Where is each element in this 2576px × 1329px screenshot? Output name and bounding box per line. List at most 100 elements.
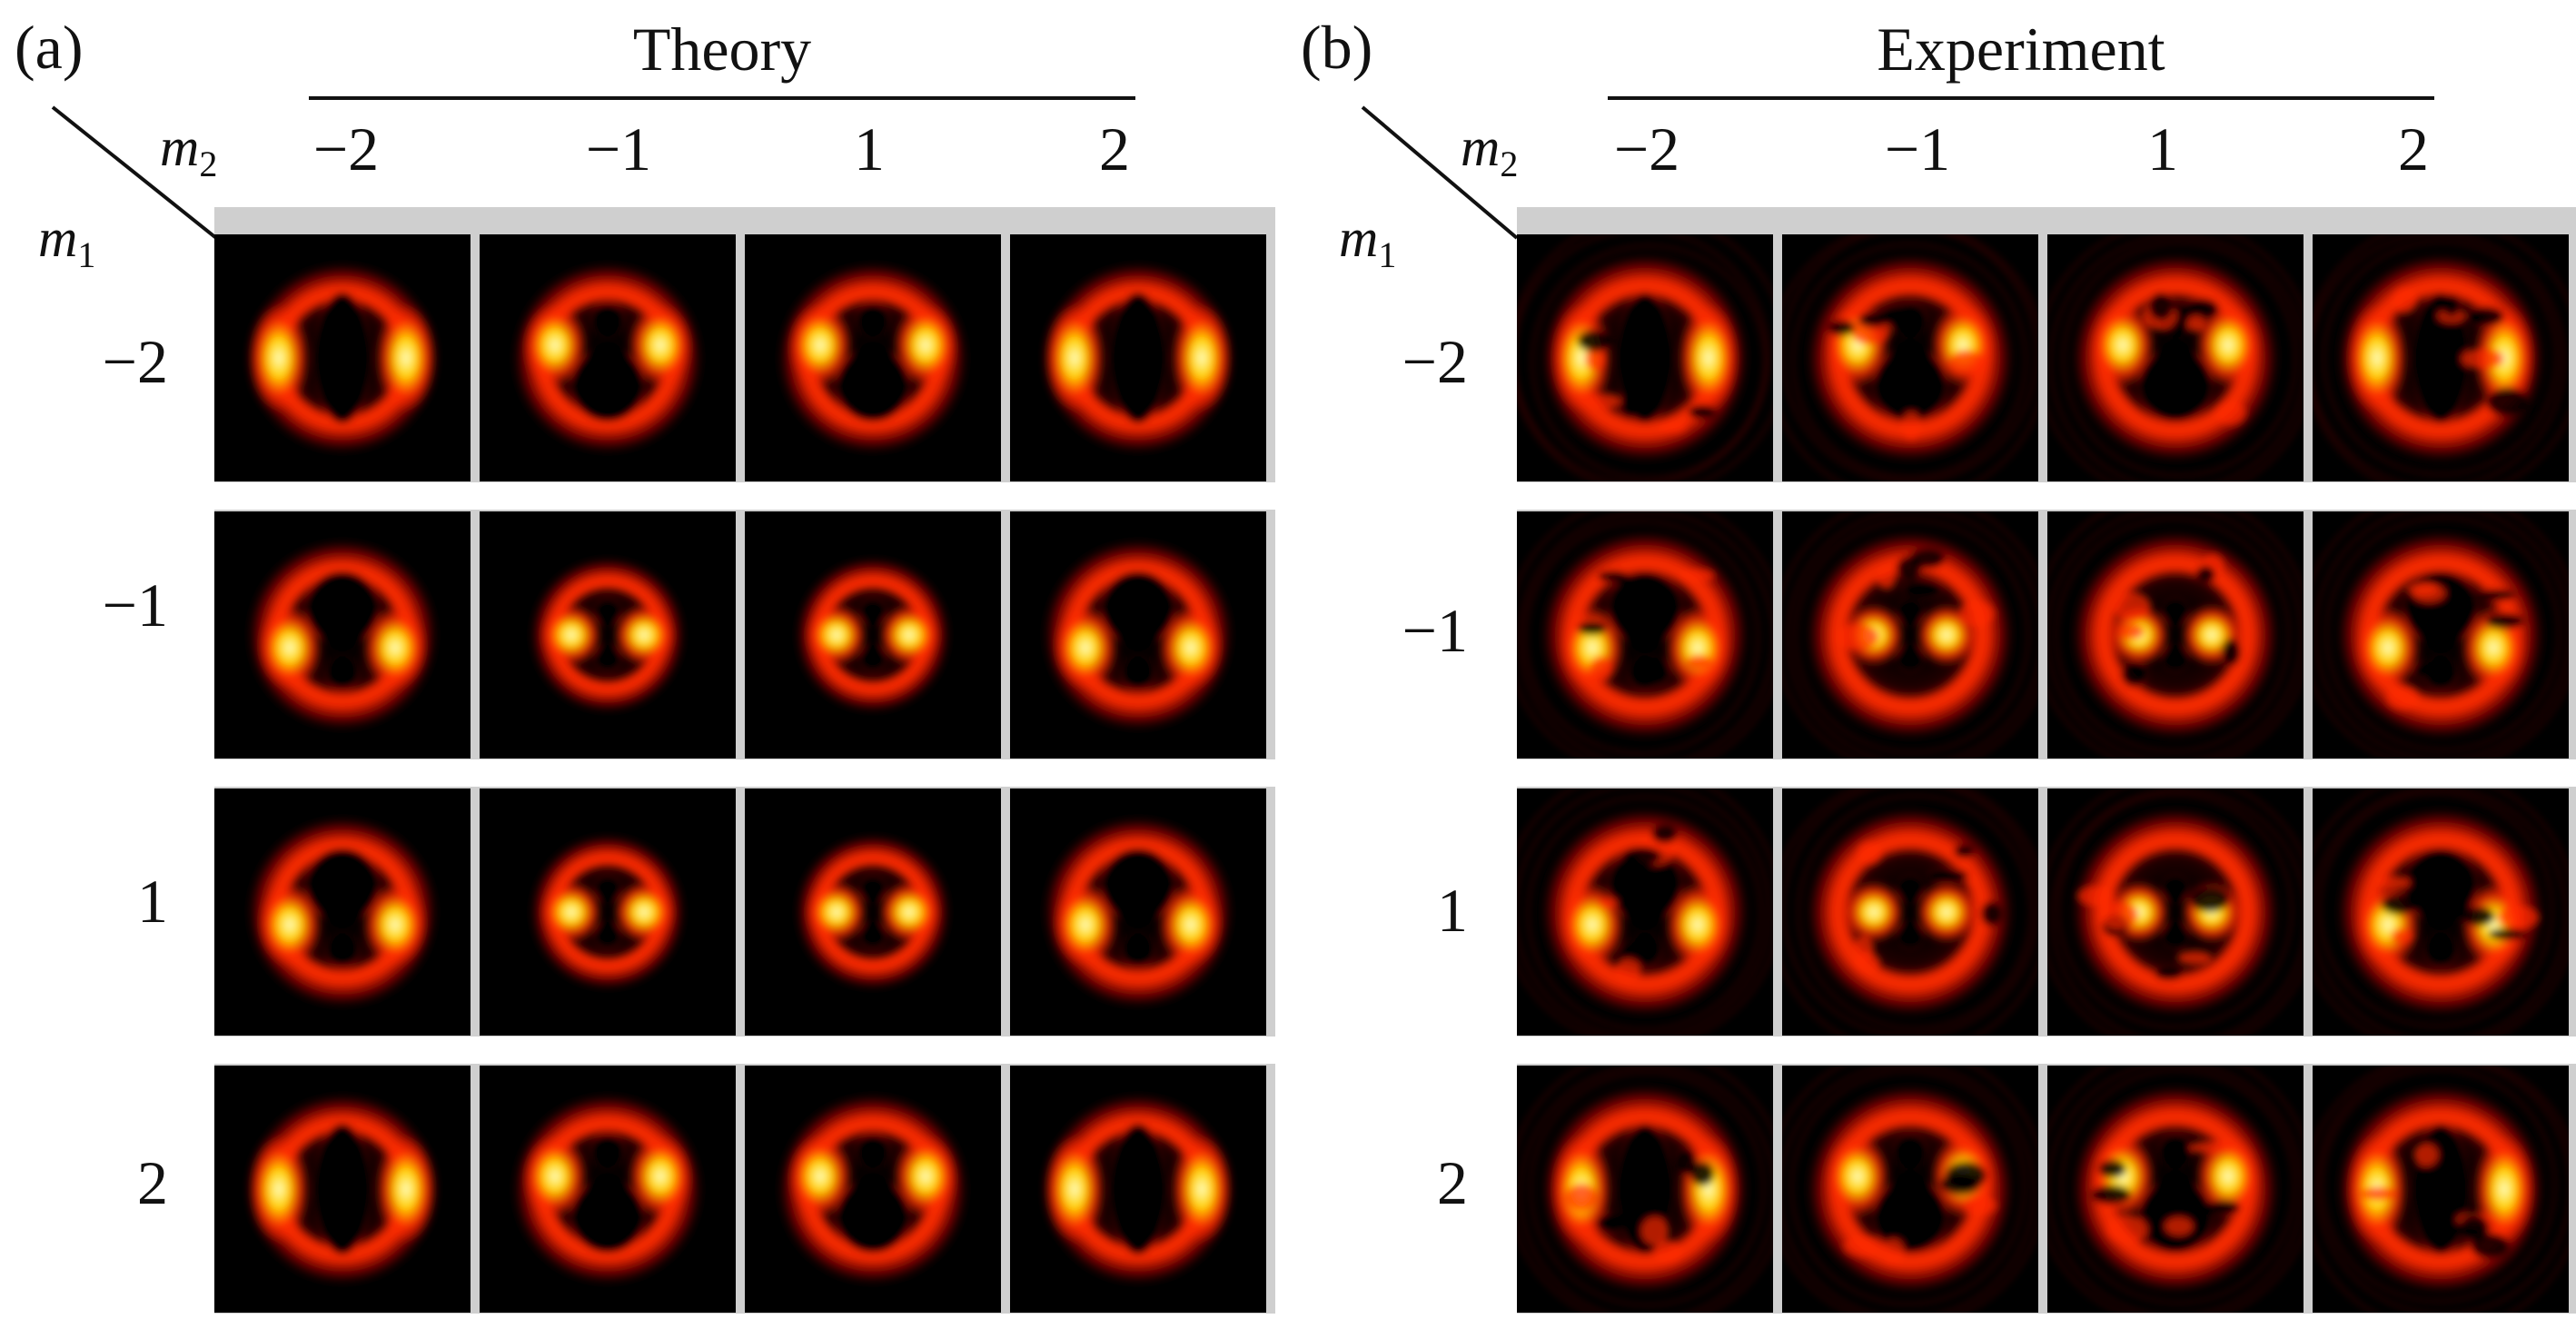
intensity-pattern-graphic xyxy=(1040,260,1236,456)
row-separator xyxy=(214,1036,1275,1064)
intensity-pattern-graphic xyxy=(2047,234,2304,481)
row-header: −1 xyxy=(1402,596,1468,665)
intensity-pattern-image xyxy=(1010,234,1266,481)
intensity-pattern-graphic xyxy=(775,260,971,456)
intensity-pattern-graphic xyxy=(2313,234,2569,481)
intensity-pattern-graphic xyxy=(1782,1066,2038,1313)
intensity-pattern-graphic xyxy=(2047,511,2304,759)
intensity-pattern-graphic xyxy=(1040,537,1236,733)
col-header: −2 xyxy=(312,114,380,183)
intensity-pattern-image xyxy=(745,234,1001,481)
intensity-pattern-image xyxy=(2313,234,2569,481)
row-header: −2 xyxy=(102,327,168,396)
intensity-pattern-image xyxy=(2047,1066,2304,1313)
title-underline xyxy=(309,96,1135,100)
row-header: −2 xyxy=(1402,327,1468,396)
col-header: 1 xyxy=(854,114,885,183)
intensity-pattern-image xyxy=(2047,234,2304,481)
col-header: −2 xyxy=(1613,114,1680,183)
intensity-pattern-image xyxy=(1782,1066,2038,1313)
row-separator xyxy=(214,482,1275,510)
col-header: 2 xyxy=(1099,114,1130,183)
corner-diagonal xyxy=(51,105,218,240)
intensity-pattern-image xyxy=(1010,1066,1266,1313)
intensity-pattern-graphic xyxy=(244,1091,441,1287)
intensity-pattern-image xyxy=(1010,788,1266,1036)
intensity-pattern-image xyxy=(745,1066,1001,1313)
m2-axis-label: m2 xyxy=(1461,117,1519,184)
col-header: −1 xyxy=(585,114,652,183)
panel-label: (b) xyxy=(1301,13,1373,82)
intensity-pattern-graphic xyxy=(1782,511,2038,759)
corner-diagonal xyxy=(1361,105,1519,240)
intensity-pattern-graphic xyxy=(1517,511,1773,759)
intensity-pattern-image xyxy=(480,788,736,1036)
row-separator xyxy=(214,759,1275,787)
intensity-pattern-graphic xyxy=(1517,788,1773,1036)
intensity-pattern-image xyxy=(214,788,471,1036)
row-header: 2 xyxy=(137,1148,168,1217)
intensity-pattern-graphic xyxy=(1517,1066,1773,1313)
intensity-pattern-image xyxy=(1517,234,1773,481)
row-header: 1 xyxy=(137,867,168,936)
intensity-pattern-graphic xyxy=(2313,511,2569,759)
intensity-pattern-image xyxy=(480,234,736,481)
intensity-pattern-graphic xyxy=(244,260,441,456)
row-header: −1 xyxy=(102,570,168,640)
intensity-pattern-image xyxy=(1782,511,2038,759)
intensity-pattern-graphic xyxy=(2047,1066,2304,1313)
col-header: 2 xyxy=(2398,114,2429,183)
col-header: 1 xyxy=(2147,114,2178,183)
intensity-pattern-graphic xyxy=(2047,788,2304,1036)
panel-title: Experiment xyxy=(1877,15,2165,84)
intensity-pattern-graphic xyxy=(775,1091,971,1287)
intensity-pattern-image xyxy=(745,511,1001,759)
intensity-pattern-image xyxy=(2313,1066,2569,1313)
intensity-pattern-image xyxy=(1782,788,2038,1036)
intensity-pattern-image xyxy=(214,511,471,759)
row-separator xyxy=(1517,1036,2576,1064)
intensity-pattern-image xyxy=(2047,511,2304,759)
intensity-pattern-graphic xyxy=(793,555,953,715)
intensity-pattern-graphic xyxy=(510,1091,706,1287)
panel-theory: (a) Theory m2 m1 −2 −1 1 2 −2 −1 1 2 xyxy=(0,0,1281,1329)
row-header: 1 xyxy=(1437,876,1468,945)
intensity-pattern-image xyxy=(2047,788,2304,1036)
row-separator xyxy=(1517,759,2576,787)
row-separator xyxy=(1517,482,2576,510)
panel-label: (a) xyxy=(15,13,84,82)
intensity-pattern-image xyxy=(1010,511,1266,759)
intensity-pattern-graphic xyxy=(1517,234,1773,481)
intensity-pattern-image xyxy=(745,788,1001,1036)
intensity-pattern-graphic xyxy=(2313,1066,2569,1313)
intensity-pattern-image xyxy=(480,511,736,759)
intensity-pattern-graphic xyxy=(1040,1091,1236,1287)
intensity-pattern-graphic xyxy=(244,537,441,733)
intensity-pattern-graphic xyxy=(528,832,688,992)
theory-image-grid xyxy=(214,207,1275,1314)
m1-axis-label: m1 xyxy=(1339,208,1397,275)
intensity-pattern-graphic xyxy=(1782,788,2038,1036)
intensity-pattern-image xyxy=(2313,788,2569,1036)
intensity-pattern-graphic xyxy=(2313,788,2569,1036)
intensity-pattern-image xyxy=(2313,511,2569,759)
intensity-pattern-image xyxy=(1782,234,2038,481)
panel-experiment: (b) Experiment m2 m1 −2 −1 1 2 −2 −1 1 2 xyxy=(1288,0,2576,1329)
intensity-pattern-image xyxy=(214,1066,471,1313)
intensity-pattern-image xyxy=(480,1066,736,1313)
intensity-pattern-graphic xyxy=(528,555,688,715)
experiment-image-grid xyxy=(1517,207,2576,1314)
col-header: −1 xyxy=(1884,114,1951,183)
panel-title: Theory xyxy=(632,15,812,84)
intensity-pattern-graphic xyxy=(510,260,706,456)
intensity-pattern-image xyxy=(214,234,471,481)
intensity-pattern-graphic xyxy=(793,832,953,992)
intensity-pattern-graphic xyxy=(1040,814,1236,1010)
m1-axis-label: m1 xyxy=(38,208,96,275)
title-underline xyxy=(1608,96,2434,100)
intensity-pattern-image xyxy=(1517,788,1773,1036)
intensity-pattern-graphic xyxy=(1782,234,2038,481)
intensity-pattern-image xyxy=(1517,1066,1773,1313)
row-header: 2 xyxy=(1437,1148,1468,1217)
intensity-pattern-image xyxy=(1517,511,1773,759)
